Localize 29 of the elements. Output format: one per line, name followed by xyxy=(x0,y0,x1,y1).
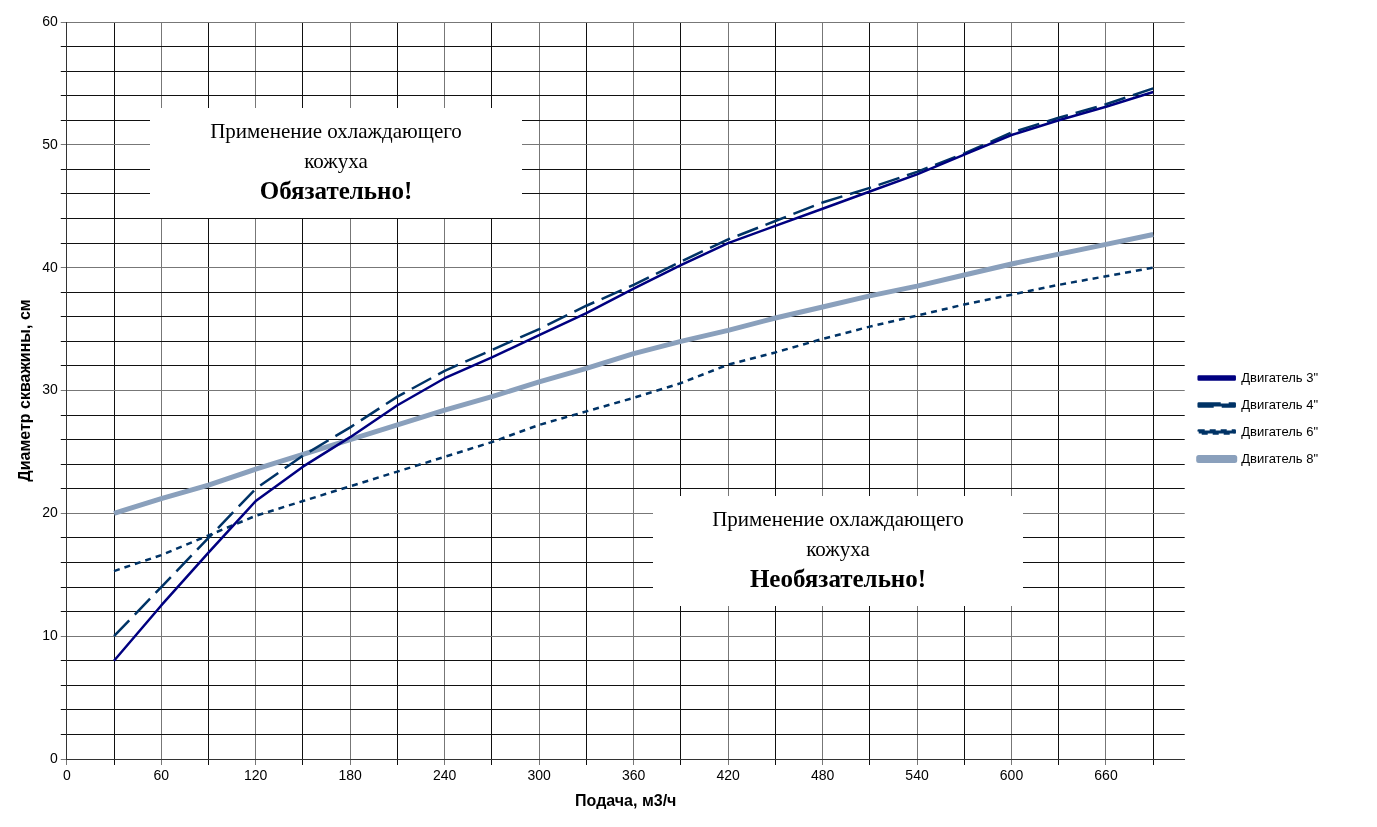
legend-label: Двигатель 3" xyxy=(1241,369,1319,385)
legend-label: Двигатель 8" xyxy=(1241,450,1319,466)
x-tick-label: 240 xyxy=(432,767,457,784)
y-tick-label: 30 xyxy=(42,381,58,398)
x-tick-label: 300 xyxy=(527,767,552,784)
y-tick-label: 10 xyxy=(42,627,58,644)
y-axis-title: Диаметр скважины, см xyxy=(16,299,34,482)
y-tick-label: 40 xyxy=(42,258,58,275)
x-tick-label: 60 xyxy=(153,767,170,784)
legend-label: Двигатель 4" xyxy=(1241,396,1319,412)
y-tick-label: 60 xyxy=(42,12,58,29)
x-tick-label: 0 xyxy=(62,767,71,784)
x-tick-label: 120 xyxy=(244,767,268,784)
annotation: Применение охлаждающего кожуха Необязательно! xyxy=(711,506,965,594)
note-box: Применение охлаждающего кожуха Обязательно! xyxy=(150,108,522,218)
x-tick-label: 540 xyxy=(905,767,929,784)
y-tick-label: 50 xyxy=(42,135,58,152)
annotation: Применение охлаждающего кожуха Обязательно! xyxy=(209,118,463,206)
x-tick-label: 660 xyxy=(1094,767,1118,784)
y-tick-label: 20 xyxy=(42,504,58,521)
note-box: Применение охлаждающего кожуха Необязательно! xyxy=(653,496,1023,606)
y-tick-label: 0 xyxy=(49,749,58,766)
x-tick-label: 480 xyxy=(810,767,835,784)
x-tick-label: 360 xyxy=(621,767,646,784)
x-tick-label: 420 xyxy=(716,767,740,784)
x-axis-title: Подача, м3/ч xyxy=(575,791,677,809)
x-tick-label: 180 xyxy=(338,767,363,784)
x-tick-label: 600 xyxy=(999,767,1024,784)
legend-label: Двигатель 6" xyxy=(1241,423,1319,439)
